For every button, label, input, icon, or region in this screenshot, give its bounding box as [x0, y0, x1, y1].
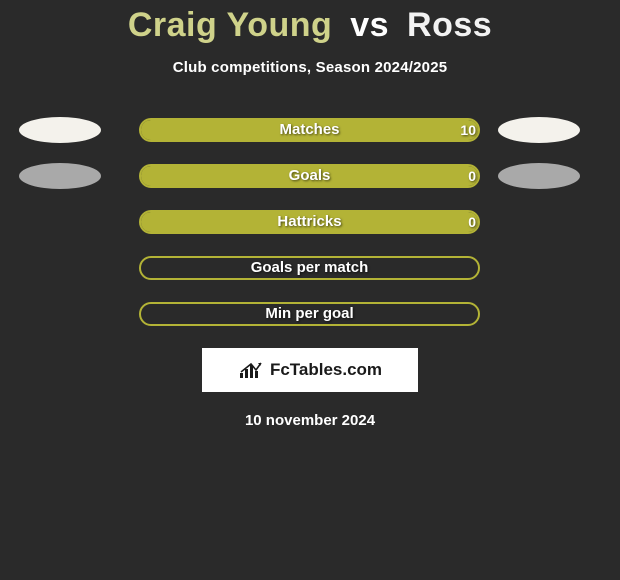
bar-track [139, 118, 480, 142]
page-title: Craig Young vs Ross [0, 6, 620, 45]
fctables-logo-icon [238, 360, 264, 380]
bar-track [139, 256, 480, 280]
player2-name: Ross [407, 6, 492, 44]
date-label: 10 november 2024 [0, 412, 620, 429]
marker-ellipse [498, 117, 580, 143]
marker-ellipse [19, 117, 101, 143]
marker-ellipse [19, 163, 101, 189]
comparison-chart: Matches10Goals0Hattricks0Goals per match… [0, 118, 620, 326]
stat-row: Goals per match [0, 256, 620, 280]
bar-fill [141, 166, 478, 186]
source-badge: FcTables.com [202, 348, 418, 392]
stat-row: Hattricks0 [0, 210, 620, 234]
bar-track [139, 164, 480, 188]
marker-ellipse [498, 163, 580, 189]
bar-track [139, 302, 480, 326]
vs-label: vs [350, 6, 389, 44]
badge-text: FcTables.com [270, 360, 382, 380]
bar-track [139, 210, 480, 234]
header: Craig Young vs Ross Club competitions, S… [0, 0, 620, 76]
player1-name: Craig Young [128, 6, 332, 44]
subtitle: Club competitions, Season 2024/2025 [0, 59, 620, 76]
bar-fill [141, 212, 478, 232]
bar-fill [141, 120, 478, 140]
stat-row: Min per goal [0, 302, 620, 326]
